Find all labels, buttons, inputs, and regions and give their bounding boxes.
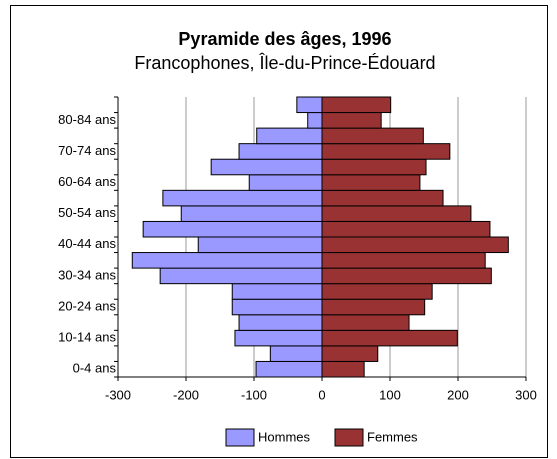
bar [248, 174, 323, 191]
x-tick-label: 0 [318, 387, 325, 402]
bar [131, 252, 323, 269]
bar [238, 314, 323, 331]
bar [321, 298, 426, 316]
x-tick-label: 100 [379, 387, 401, 402]
bar [321, 112, 382, 129]
bar [180, 205, 323, 222]
legend-label: Hommes [258, 429, 311, 444]
x-tick-label: -300 [105, 387, 131, 402]
y-tick-label: 50-54 ans [58, 205, 116, 220]
bar [296, 96, 323, 114]
legend-label: Femmes [367, 429, 418, 444]
y-tick-label: 60-64 ans [58, 174, 116, 189]
x-tick-label: -100 [241, 387, 267, 402]
y-tick-label: 10-14 ans [58, 330, 116, 345]
bar [321, 360, 365, 378]
x-tick-label: 300 [515, 387, 537, 402]
y-tick-label: 30-34 ans [58, 267, 116, 282]
bar [210, 158, 323, 176]
bar [256, 127, 323, 145]
bar [321, 314, 410, 331]
y-tick-label: 70-74 ans [58, 143, 116, 158]
bar [321, 189, 444, 207]
x-tick-label: -200 [173, 387, 199, 402]
y-tick-label: 0-4 ans [73, 361, 117, 376]
bar [269, 345, 323, 362]
bar [321, 96, 392, 114]
bar [142, 220, 323, 238]
bar [321, 267, 492, 285]
bar [231, 298, 323, 316]
bar [321, 127, 424, 145]
bar [321, 174, 421, 191]
bar [321, 236, 509, 254]
bar [231, 283, 323, 300]
legend-swatch [225, 428, 255, 447]
bar [234, 329, 323, 347]
bar [321, 329, 458, 347]
bar [321, 220, 491, 238]
bar [162, 189, 323, 207]
bar [321, 252, 486, 269]
y-tick-label: 40-44 ans [58, 236, 116, 251]
chart-title: Pyramide des âges, 1996 [178, 29, 391, 49]
bar [159, 267, 323, 285]
bar [307, 112, 323, 129]
y-tick-label: 20-24 ans [58, 298, 116, 313]
bar [321, 283, 433, 300]
chart-subtitle: Francophones, Île-du-Prince-Édouard [134, 53, 435, 73]
bar [321, 345, 379, 362]
bar [197, 236, 323, 254]
bar [321, 205, 472, 222]
bar [321, 158, 427, 176]
legend-swatch [334, 428, 364, 447]
bar [255, 360, 323, 378]
y-tick-label: 80-84 ans [58, 112, 116, 127]
bar [238, 143, 323, 160]
x-tick-label: 200 [447, 387, 469, 402]
bar [321, 143, 451, 160]
